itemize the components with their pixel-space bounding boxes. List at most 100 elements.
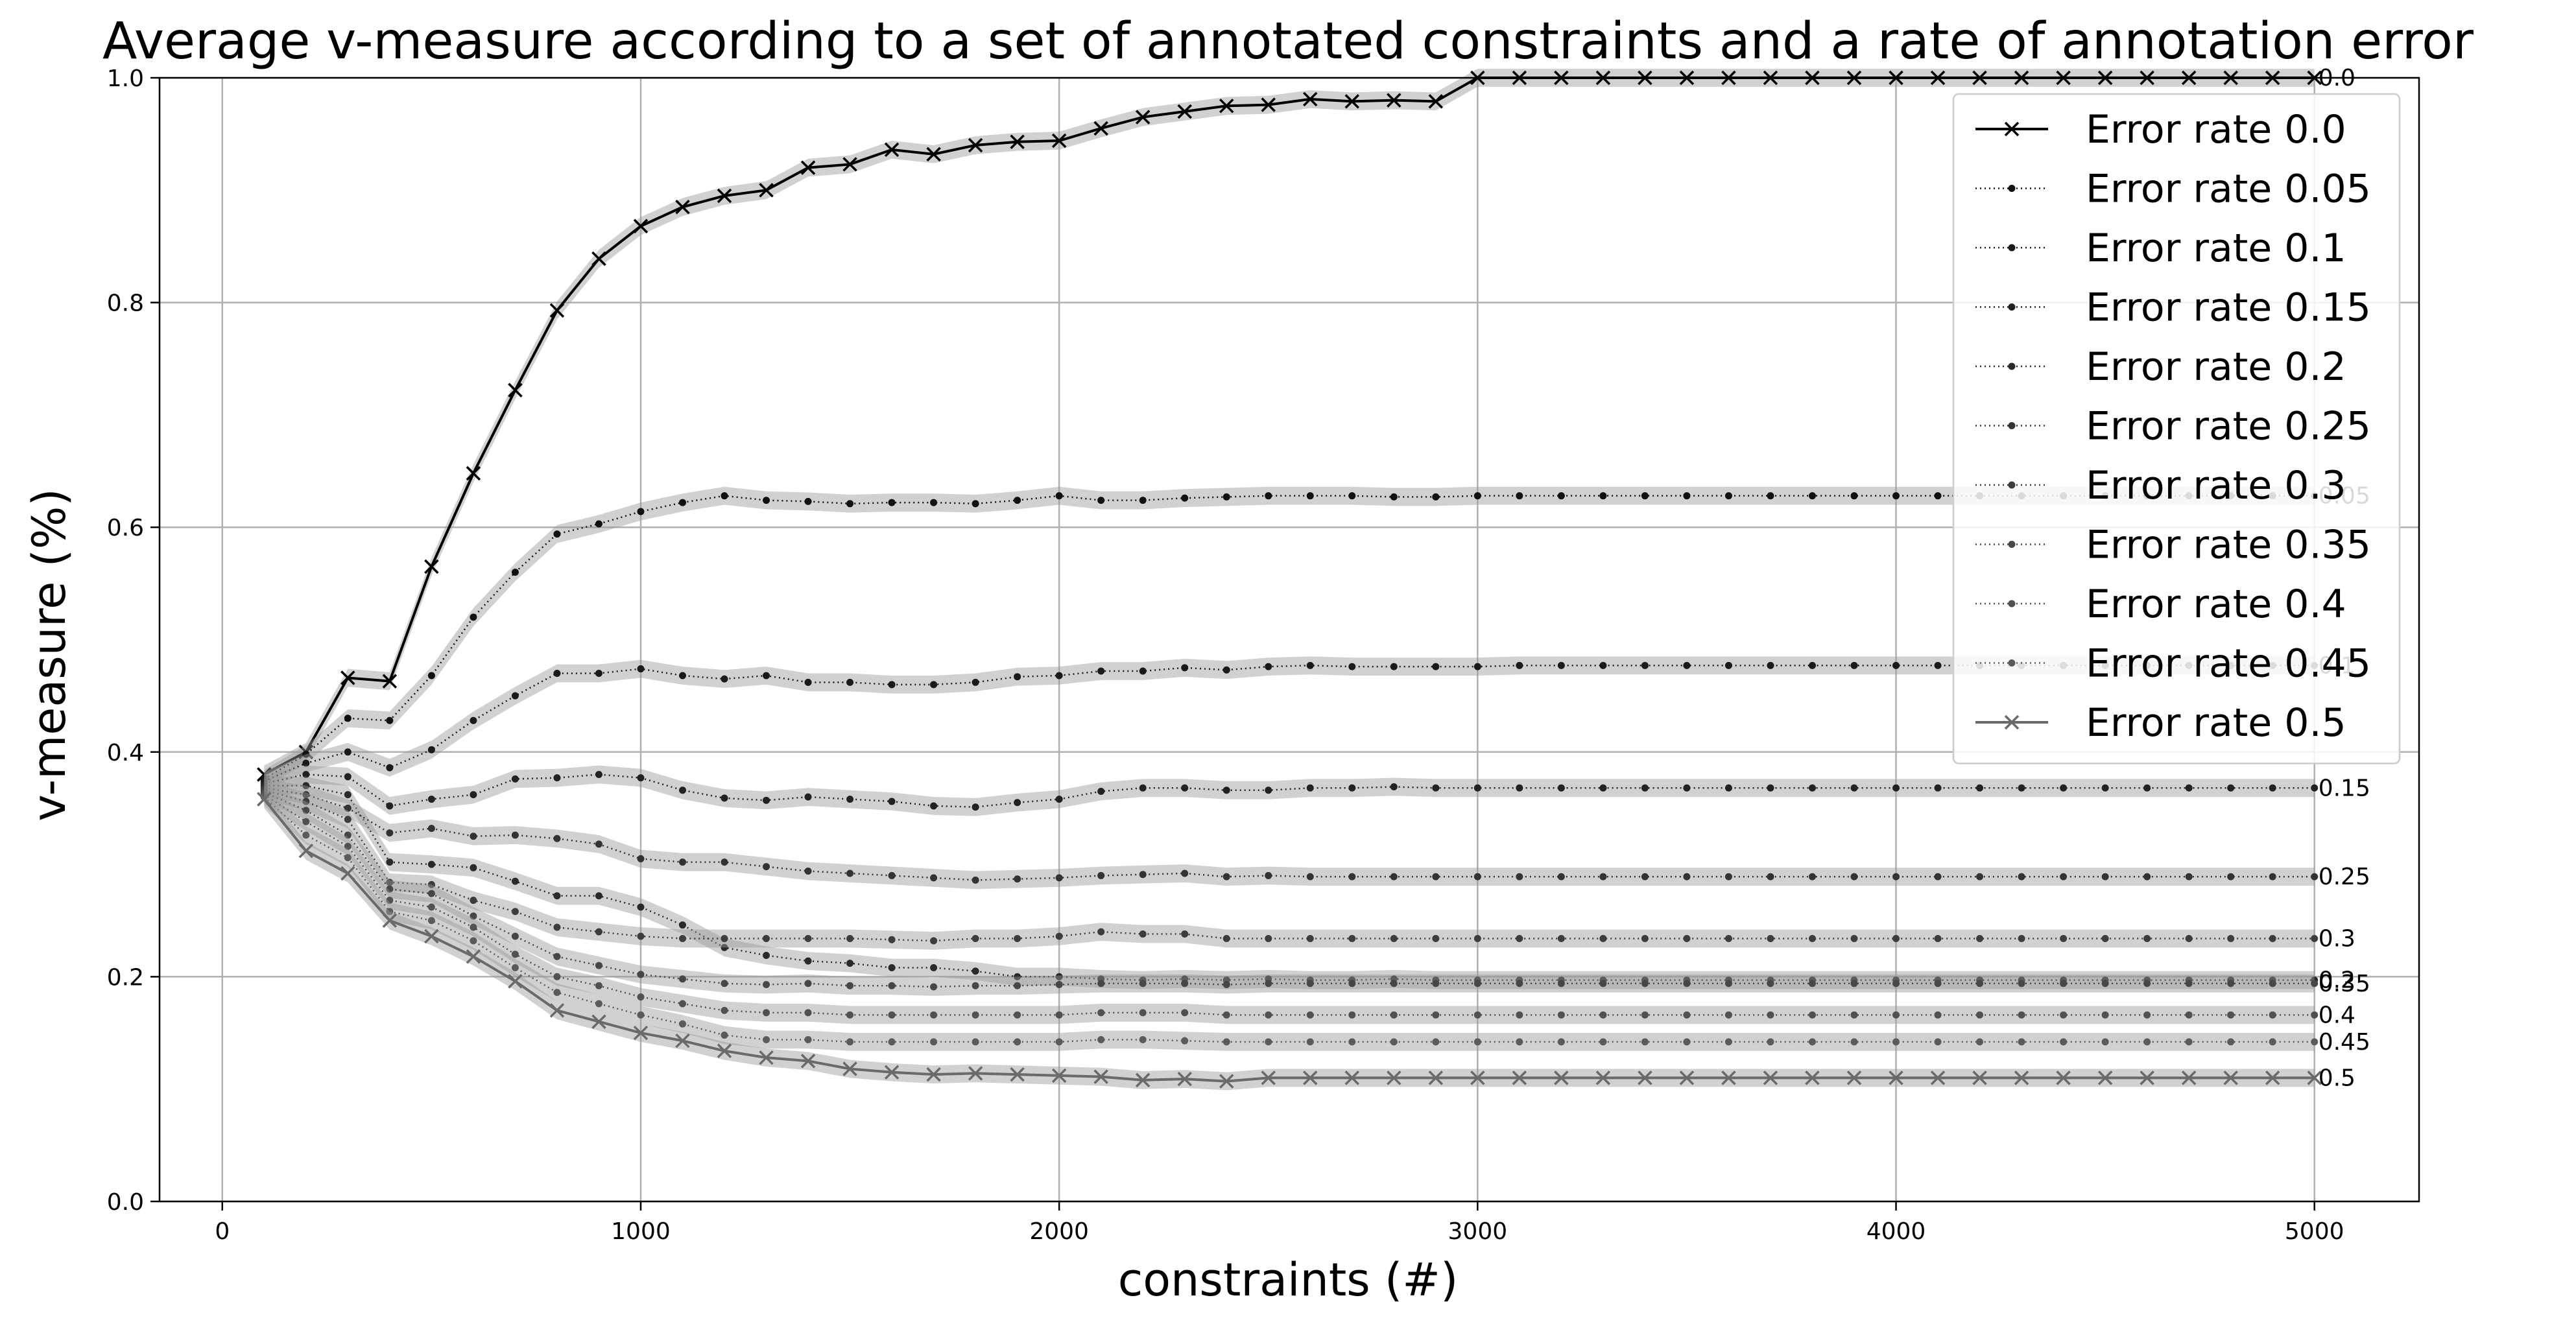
data-point: [466, 949, 481, 964]
data-point: [972, 803, 979, 811]
data-point: [1390, 1038, 1398, 1046]
data-point: [549, 303, 565, 318]
data-point: [930, 1011, 938, 1019]
data-point: [1724, 934, 1732, 942]
data-point: [1014, 497, 1021, 504]
data-point: [466, 466, 481, 481]
data-point: [2311, 1011, 2319, 1019]
series-end-label: 0.45: [2319, 1029, 2370, 1056]
data-point: [763, 863, 770, 871]
data-point: [1139, 667, 1147, 675]
data-point: [1348, 873, 1356, 881]
plot-frame: [158, 77, 2420, 1203]
data-point: [1808, 873, 1816, 881]
data-point: [1390, 1011, 1398, 1019]
data-point: [1055, 796, 1063, 803]
data-point: [1265, 1038, 1272, 1046]
data-point: [2227, 1011, 2235, 1019]
data-point: [926, 147, 941, 162]
data-point: [1010, 134, 1025, 150]
data-point: [2227, 1038, 2235, 1046]
data-point: [1599, 661, 1607, 669]
data-point: [1557, 934, 1565, 942]
legend-marker: [2008, 422, 2016, 429]
series-band: [264, 779, 2315, 890]
data-point: [721, 858, 728, 866]
data-point: [804, 497, 812, 505]
data-point: [1473, 784, 1481, 792]
series-end-label: 0.0: [2319, 65, 2355, 91]
data-point: [1599, 492, 1607, 500]
data-point: [1139, 497, 1147, 504]
data-point: [2223, 1070, 2238, 1085]
data-point: [1934, 980, 1942, 987]
data-point: [1348, 492, 1356, 500]
data-point: [1724, 661, 1732, 669]
legend-label: Error rate 0.05: [2086, 167, 2371, 212]
data-point: [427, 917, 435, 925]
data-point: [1473, 873, 1481, 881]
data-point: [511, 964, 519, 972]
x-tick-label: 4000: [1866, 1218, 1926, 1245]
data-point: [1306, 1038, 1314, 1046]
data-point: [678, 1020, 686, 1028]
legend-label: Error rate 0.45: [2086, 641, 2371, 687]
data-point: [1432, 663, 1440, 670]
data-point: [1181, 1009, 1189, 1017]
data-point: [1850, 934, 1858, 942]
data-point: [1097, 667, 1105, 675]
data-point: [846, 678, 854, 686]
data-point: [2311, 934, 2319, 942]
data-point: [1055, 981, 1063, 989]
data-point: [511, 951, 519, 958]
data-point: [763, 1035, 770, 1043]
data-point: [344, 804, 352, 812]
data-point: [678, 1000, 686, 1008]
data-point: [2101, 934, 2109, 942]
data-point: [1850, 1038, 1858, 1046]
data-point: [1014, 982, 1021, 989]
data-point: [1014, 799, 1021, 807]
data-point: [1638, 1070, 1652, 1085]
data-point: [1055, 874, 1063, 882]
data-point: [2143, 1038, 2151, 1046]
data-point: [1135, 1072, 1151, 1088]
data-point: [1473, 1011, 1481, 1019]
series-end-label: 0.2: [2319, 967, 2355, 994]
data-point: [1976, 1011, 1984, 1019]
data-point: [1473, 934, 1481, 942]
data-point: [1557, 873, 1565, 881]
data-point: [804, 867, 812, 875]
data-point: [846, 982, 854, 989]
data-point: [1930, 1070, 1946, 1085]
data-point: [1348, 663, 1356, 670]
data-point: [595, 928, 602, 936]
data-point: [1265, 980, 1272, 987]
data-point: [2227, 873, 2235, 881]
data-point: [1097, 980, 1105, 987]
data-point: [675, 200, 690, 215]
data-point: [344, 791, 352, 799]
data-point: [1432, 980, 1440, 987]
data-point: [511, 831, 519, 839]
data-point: [1934, 784, 1942, 792]
data-point: [553, 923, 561, 931]
legend-marker: [2008, 541, 2016, 548]
data-point: [1261, 1070, 1276, 1085]
data-point: [1306, 980, 1314, 987]
data-point: [1387, 93, 1401, 108]
data-point: [884, 1065, 900, 1080]
data-point: [1934, 1011, 1942, 1019]
series-end-label: 0.3: [2319, 925, 2355, 952]
data-point: [637, 665, 645, 673]
data-point: [1892, 1011, 1900, 1019]
data-point: [1557, 1011, 1565, 1019]
data-point: [1306, 873, 1314, 881]
data-point: [972, 1038, 979, 1046]
data-point: [1014, 973, 1021, 980]
series-6: [260, 781, 2319, 950]
data-point: [846, 796, 854, 803]
data-point: [591, 251, 606, 266]
data-point: [1097, 871, 1105, 879]
data-point: [1265, 871, 1272, 879]
